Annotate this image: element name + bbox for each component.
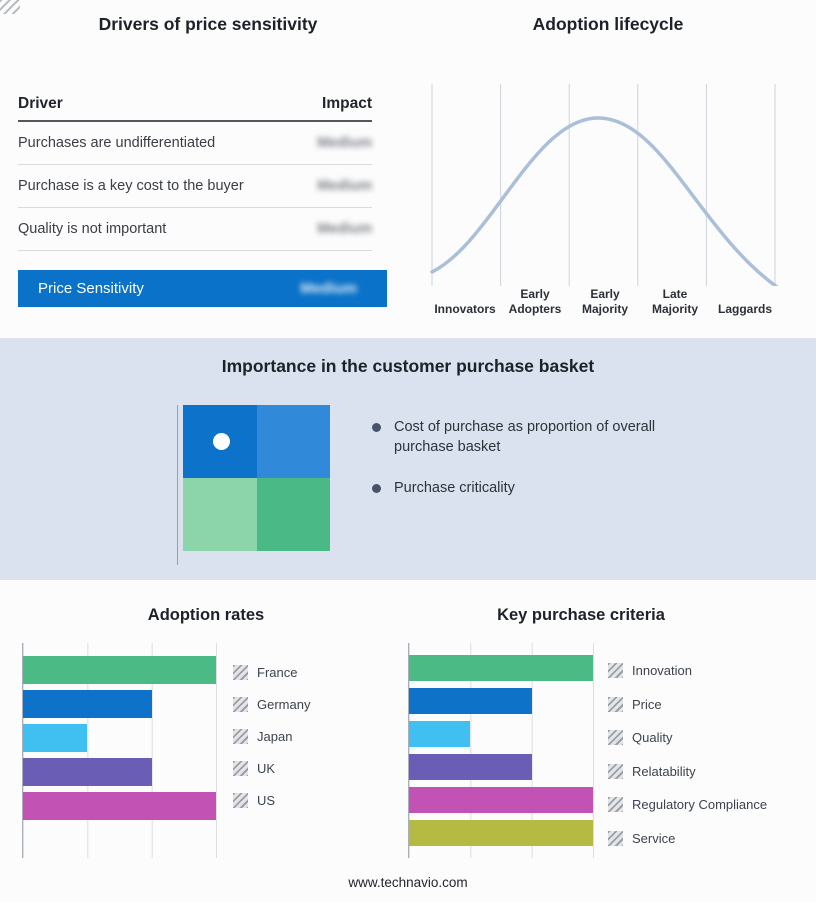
legend-swatch-icon (608, 797, 623, 812)
key-purchase-criteria-plot (408, 643, 594, 858)
legend-swatch-icon (608, 730, 623, 745)
legend-label: UK (257, 761, 276, 776)
driver-row: Quality is not important Medium (18, 208, 372, 251)
legend-item-price: Price (608, 694, 767, 715)
impact-value: Medium (317, 178, 372, 194)
legend-label: US (257, 793, 276, 808)
legend-label: Price (632, 696, 662, 712)
lifecycle-chart (430, 84, 780, 289)
adoption-rates-title: Adoption rates (147, 606, 265, 624)
basket-section: Importance in the customer purchase bask… (0, 338, 816, 580)
legend-item-innovation: Innovation (608, 660, 767, 681)
matrix-quadrant-top-right (256, 405, 330, 478)
price-sensitivity-banner: Price Sensitivity Medium (18, 270, 387, 307)
drivers-table-body: Purchases are undifferentiated Medium Purc… (18, 122, 372, 251)
basket-bullet: Cost of purchase as proportion of overal… (372, 418, 657, 457)
basket-matrix (183, 405, 330, 551)
bar-france (23, 656, 216, 684)
adoption-rates-legend: France Germany Japan UK US (233, 643, 310, 811)
bar-us (23, 792, 216, 820)
matrix-marker-dot (213, 433, 230, 450)
bullet-icon (372, 484, 381, 494)
lifecycle-curve (430, 116, 779, 289)
legend-label: Quality (632, 730, 673, 745)
driver-label: Quality is not important (18, 221, 167, 237)
basket-title: Importance in the customer purchase bask… (221, 356, 595, 376)
driver-row: Purchases are undifferentiated Medium (18, 122, 372, 165)
bullet-text: Purchase criticality (394, 480, 515, 497)
adoption-rates-plot (22, 643, 217, 858)
legend-item-uk: UK (233, 758, 310, 779)
drivers-table-header: Driver Impact (18, 90, 372, 122)
legend-swatch-icon (233, 761, 248, 776)
legend-item-quality: Quality (608, 727, 767, 748)
legend-item-germany: Germany (233, 694, 310, 715)
stage-label-early-adopters: Early Adopters (508, 287, 562, 316)
impact-value: Medium (317, 221, 372, 237)
legend-label: Relatability (632, 763, 696, 779)
bullet-text: Cost of purchase as proportion of overal… (394, 419, 656, 455)
legend-swatch-icon (608, 763, 623, 779)
corner-mark (0, 0, 20, 14)
lifecycle-panel-title: Adoption lifecycle (532, 14, 684, 34)
legend-item-france: France (233, 662, 310, 683)
stage-label-early-majority: Early Majority (581, 287, 628, 316)
legend-item-service: Service (608, 828, 767, 849)
bullet-icon (372, 423, 381, 432)
legend-label: Service (632, 830, 676, 846)
legend-label: Germany (257, 697, 311, 712)
basket-bullet-list: Cost of purchase as proportion of overal… (372, 418, 657, 521)
key-purchase-criteria-legend: Innovation Price Quality Relatability Regula… (608, 643, 767, 849)
matrix-quadrant-top-left (183, 405, 257, 478)
matrix-axis-line (177, 405, 178, 565)
stage-label-laggards: Laggards (717, 301, 772, 316)
matrix-quadrant-bottom-right (256, 478, 330, 551)
price-sensitivity-value: Medium (300, 280, 357, 297)
legend-item-us: US (233, 790, 310, 811)
footer-url: www.technavio.com (348, 875, 468, 890)
stage-label-innovators: Innovators (434, 301, 496, 316)
bar-relatability (409, 754, 532, 780)
legend-label: Regulatory Compliance (632, 797, 768, 812)
key-purchase-criteria-title: Key purchase criteria (497, 606, 665, 624)
price-sensitivity-label: Price Sensitivity (38, 280, 144, 297)
legend-swatch-icon (233, 793, 248, 808)
legend-swatch-icon (233, 697, 248, 712)
legend-item-japan: Japan (233, 726, 310, 747)
bar-germany (23, 690, 152, 718)
lifecycle-stage-labels: Innovators Early Adopters Early Majority La… (430, 286, 780, 316)
legend-swatch-icon (233, 729, 248, 744)
bar-regulatory-compliance (409, 787, 593, 813)
stage-label-late-majority: Late Majority (651, 287, 698, 316)
legend-swatch-icon (608, 663, 623, 678)
bar-innovation (409, 655, 593, 681)
impact-column-header: Impact (322, 95, 372, 112)
legend-label: France (257, 665, 298, 680)
driver-row: Purchase is a key cost to the buyer Mediu… (18, 165, 372, 208)
basket-bullet: Purchase criticality (372, 479, 657, 499)
legend-swatch-icon (608, 830, 623, 846)
bar-uk (23, 758, 152, 786)
bar-service (409, 820, 593, 846)
driver-column-header: Driver (18, 95, 63, 112)
legend-item-relatability: Relatability (608, 761, 767, 782)
matrix-quadrant-bottom-left (183, 478, 257, 551)
lifecycle-curve-svg (430, 84, 779, 289)
legend-label: Innovation (632, 663, 692, 678)
bar-price (409, 688, 532, 714)
driver-label: Purchase is a key cost to the buyer (18, 178, 244, 194)
driver-label: Purchases are undifferentiated (18, 135, 216, 151)
bar-quality (409, 721, 471, 747)
legend-swatch-icon (233, 665, 248, 680)
legend-swatch-icon (608, 696, 623, 712)
drivers-panel-title: Drivers of price sensitivity (98, 14, 318, 34)
legend-item-regulatory-compliance: Regulatory Compliance (608, 794, 767, 815)
impact-value: Medium (317, 135, 372, 151)
bar-japan (23, 724, 88, 752)
legend-label: Japan (257, 729, 293, 744)
